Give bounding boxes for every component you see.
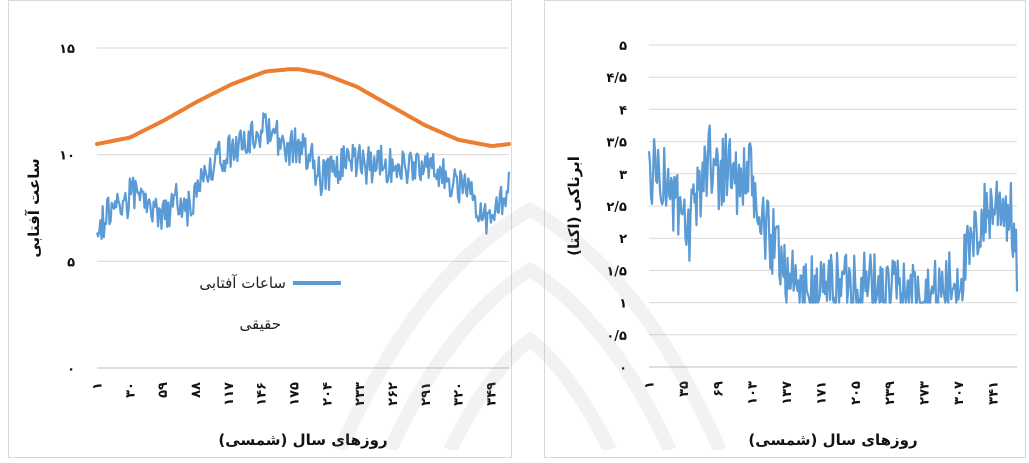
series-line-0	[95, 67, 511, 149]
x-tick-label: ۱۱۷	[222, 382, 237, 406]
x-tick-label: ۲۳۳	[353, 382, 368, 406]
x-tick-label: ۲۶۲	[386, 382, 401, 406]
series-line-0	[647, 124, 1019, 304]
y-tick-label: ۱۵	[59, 42, 75, 57]
x-tick-label: ۳۴۱	[986, 381, 1001, 405]
x-tick-label: ۲۰۴	[320, 382, 335, 406]
sunshine-chart: ۰ ۵ ۱۰ ۱۵ ۱ ۳۰ ۵۹ ۸۸ ۱۱۷ ۱۴۶ ۱۷۵ ۲۰۴ ۲۳۳ ۲۶۲ ۲۹۱ ۳۲۰ ۳۴۹…	[25, 42, 511, 449]
y-tick-label: ۰	[67, 362, 75, 377]
x-tick-label: ۱	[91, 382, 106, 390]
x-tick-label: ۵۹	[156, 382, 171, 398]
y-axis-title: ساعت آفتابی	[25, 158, 43, 257]
x-tick-label: ۸۸	[189, 382, 204, 398]
y-tick-label: ۰	[619, 361, 627, 376]
y-tick-label: ۳/۵	[606, 136, 627, 151]
x-tick-label: ۲۰۵	[849, 381, 864, 405]
legend-label-actual: حقیقی	[240, 315, 281, 333]
legend-label-sunshine: ساعات آفتابی	[199, 274, 286, 292]
x-tick-label: ۳۰۷	[952, 381, 967, 405]
sunshine-chart-panel: ۰ ۵ ۱۰ ۱۵ ۱ ۳۰ ۵۹ ۸۸ ۱۱۷ ۱۴۶ ۱۷۵ ۲۰۴ ۲۳۳ ۲۶۲ ۲۹۱ ۳۲۰ ۳۴۹…	[8, 0, 512, 458]
x-tick-label: ۲۹۱	[419, 382, 434, 406]
x-tick-label: ۶۹	[711, 381, 726, 397]
x-tick-label: ۲۷۳	[918, 381, 933, 405]
y-tick-label: ۲	[619, 232, 627, 247]
series-line-1	[95, 112, 511, 240]
y-axis-title: ابرناکی (اکتا)	[565, 156, 583, 256]
x-tick-label: ۱۰۳	[746, 381, 761, 405]
x-tick-label: ۱۴۶	[255, 382, 270, 406]
y-tick-label: ۱/۵	[606, 264, 627, 279]
x-tick-label: ۱۳۷	[780, 381, 795, 405]
y-tick-label: ۴	[619, 103, 627, 118]
y-tick-label: ۵	[67, 255, 75, 270]
y-tick-label: ۳	[619, 168, 627, 183]
y-tick-label: ۵	[619, 39, 627, 54]
y-tick-label: ۱۰	[59, 149, 75, 164]
y-tick-label: ۱	[619, 297, 627, 312]
x-tick-label: ۱۷۱	[814, 381, 829, 405]
y-tick-label: ۰/۵	[606, 329, 627, 344]
x-tick-label: ۱۷۵	[287, 382, 302, 406]
y-tick-label: ۲/۵	[606, 200, 627, 215]
cloudiness-chart: ۰ ۰/۵ ۱ ۱/۵ ۲ ۲/۵ ۳ ۳/۵ ۴ ۴/۵ ۵ ۱ ۳۵ ۶۹ ۱۰۳ ۱۳۷ ۱۷۱ ۲۰۵ ۲۳…	[565, 39, 1019, 449]
x-tick-label: ۳۴۹	[484, 382, 499, 406]
y-tick-label: ۴/۵	[606, 71, 627, 86]
x-tick-label: ۳۲۰	[452, 382, 467, 406]
x-axis-title: روزهای سال (شمسی)	[218, 431, 387, 449]
x-tick-label: ۱	[643, 381, 658, 389]
x-axis-title: روزهای سال (شمسی)	[748, 431, 917, 449]
cloudiness-chart-panel: ۰ ۰/۵ ۱ ۱/۵ ۲ ۲/۵ ۳ ۳/۵ ۴ ۴/۵ ۵ ۱ ۳۵ ۶۹ ۱۰۳ ۱۳۷ ۱۷۱ ۲۰۵ ۲۳…	[544, 0, 1026, 458]
x-tick-label: ۳۰	[123, 382, 138, 398]
x-tick-label: ۲۳۹	[883, 381, 898, 405]
x-tick-label: ۳۵	[677, 381, 692, 397]
